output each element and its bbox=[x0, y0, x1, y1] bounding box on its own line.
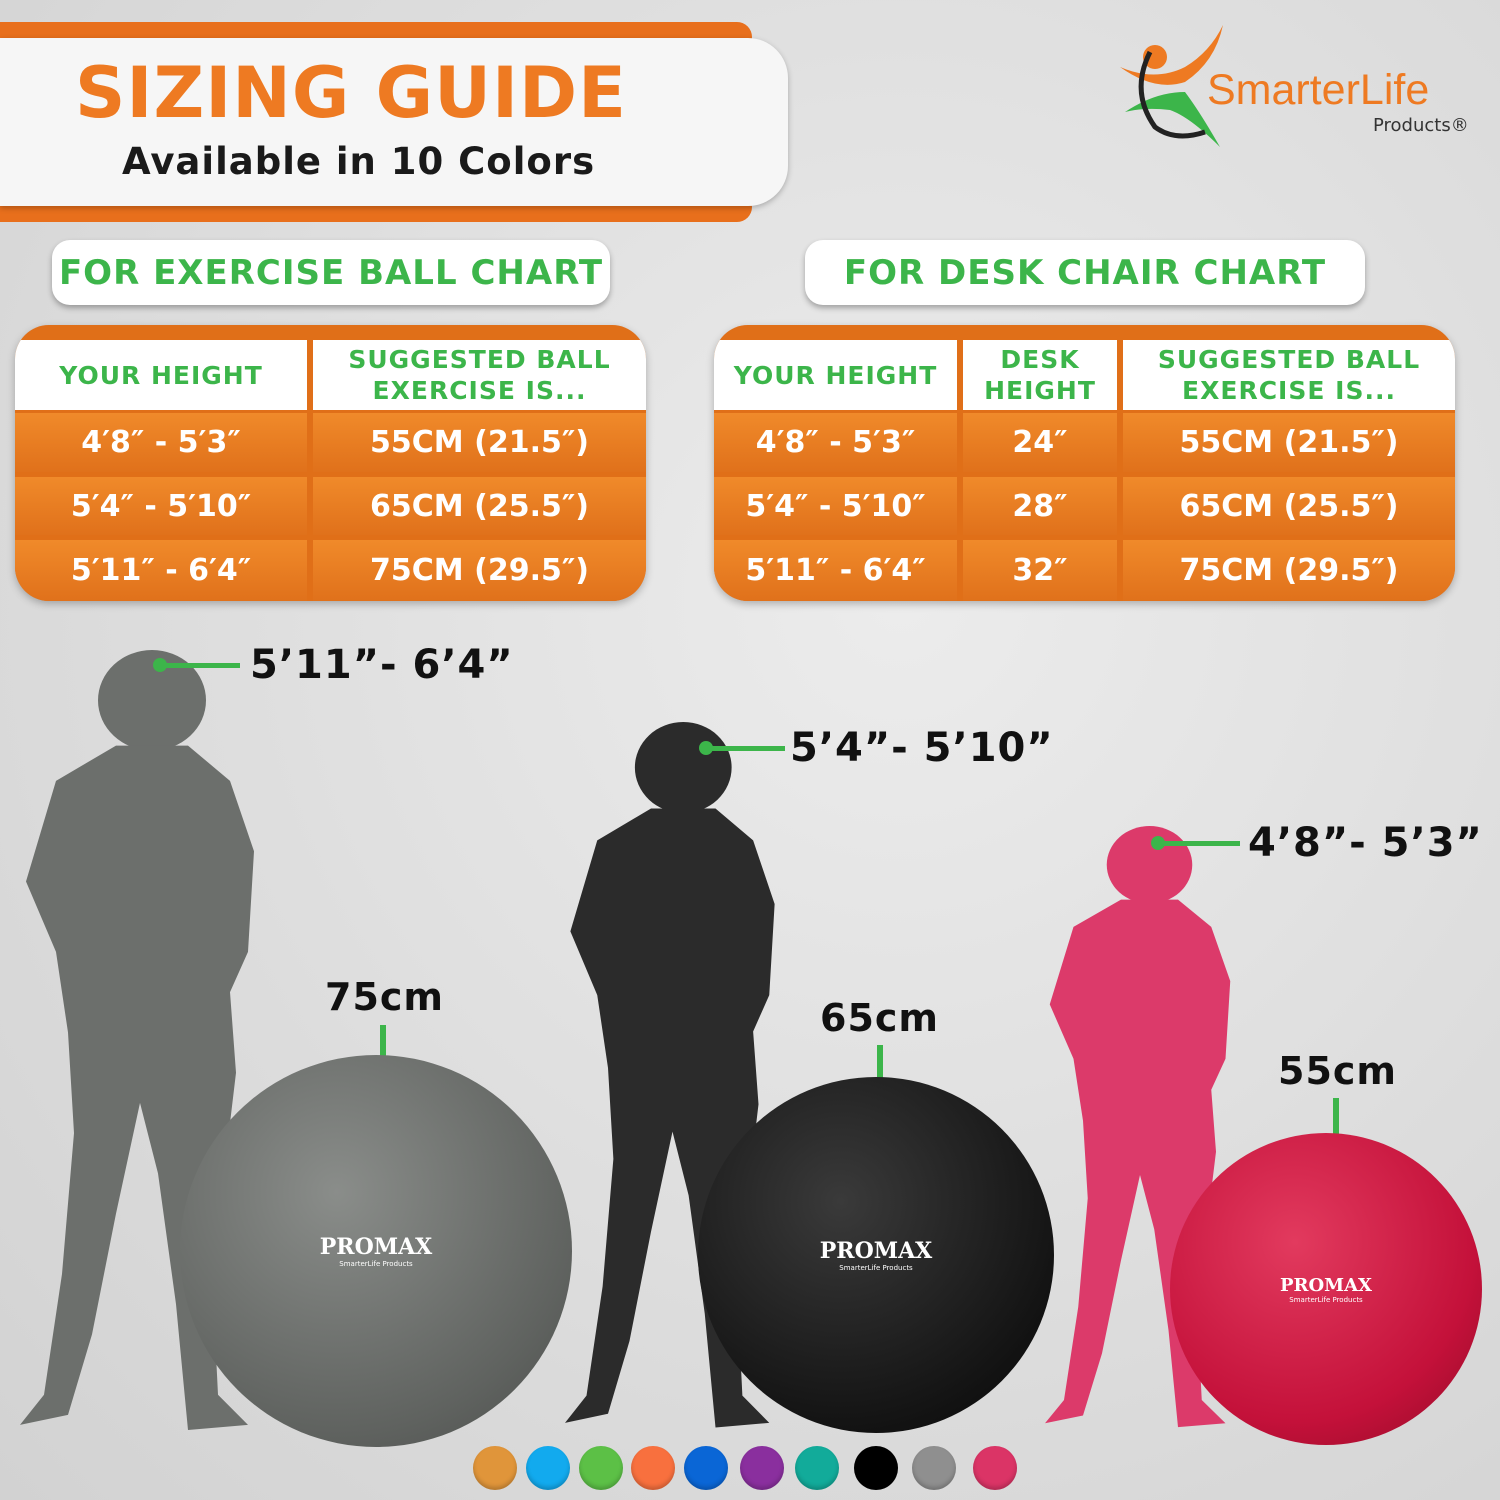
color-swatch-sky-blue[interactable] bbox=[526, 1446, 570, 1490]
column-header: SUGGESTED BALL EXERCISE IS... bbox=[313, 340, 646, 410]
height-marker-line bbox=[1158, 841, 1240, 846]
table-header: YOUR HEIGHT DESK HEIGHT SUGGESTED BALL E… bbox=[714, 340, 1455, 410]
ball-brand: PROMAX bbox=[1279, 1274, 1373, 1296]
page-subtitle: Available in 10 Colors bbox=[122, 140, 596, 183]
page-title: SIZING GUIDE bbox=[75, 52, 627, 134]
height-label-tall: 5’11”- 6’4” bbox=[250, 642, 514, 688]
ball-brand-sub: SmarterLife Products bbox=[1289, 1295, 1363, 1304]
ball-size-marker bbox=[1333, 1098, 1339, 1143]
desk-chair-table: YOUR HEIGHT DESK HEIGHT SUGGESTED BALL E… bbox=[714, 325, 1455, 601]
cell-ball: 75CM (29.5″) bbox=[1123, 540, 1455, 601]
column-header: YOUR HEIGHT bbox=[714, 340, 957, 410]
cell-height: 5′11″ - 6′4″ bbox=[15, 540, 307, 601]
column-header: SUGGESTED BALL EXERCISE IS... bbox=[1123, 340, 1455, 410]
exercise-chart-label: FOR EXERCISE BALL CHART bbox=[52, 240, 610, 305]
ball-size-label-75: 75cm bbox=[325, 975, 445, 1019]
color-swatch-gray[interactable] bbox=[912, 1446, 956, 1490]
cell-desk: 32″ bbox=[963, 540, 1117, 601]
ball-75cm: PROMAX SmarterLife Products bbox=[180, 1055, 572, 1447]
header-banner bbox=[0, 38, 788, 206]
ball-size-marker bbox=[380, 1025, 386, 1070]
height-label-short: 4’8”- 5’3” bbox=[1248, 820, 1483, 866]
height-label-medium: 5’4”- 5’10” bbox=[790, 725, 1054, 771]
ball-size-marker bbox=[877, 1045, 883, 1090]
logo-sub: Products® bbox=[1373, 115, 1469, 136]
table-row: 5′11″ - 6′4″ 32″ 75CM (29.5″) bbox=[714, 540, 1455, 601]
ball-brand: PROMAX bbox=[319, 1234, 433, 1260]
ball-55cm: PROMAX SmarterLife Products bbox=[1170, 1133, 1482, 1445]
cell-ball: 55CM (21.5″) bbox=[313, 413, 646, 472]
ball-65cm: PROMAX SmarterLife Products bbox=[698, 1077, 1054, 1433]
table-header: YOUR HEIGHT SUGGESTED BALL EXERCISE IS..… bbox=[15, 340, 646, 410]
cell-ball: 55CM (21.5″) bbox=[1123, 413, 1455, 472]
column-header: DESK HEIGHT bbox=[963, 340, 1117, 410]
height-marker-line bbox=[160, 663, 240, 668]
color-swatch-orange[interactable] bbox=[473, 1446, 517, 1490]
color-swatch-pink[interactable] bbox=[973, 1446, 1017, 1490]
cell-ball: 75CM (29.5″) bbox=[313, 540, 646, 601]
ball-size-label-55: 55cm bbox=[1278, 1049, 1398, 1093]
table-row: 4′8″ - 5′3″ 55CM (21.5″) bbox=[15, 413, 646, 472]
color-swatch-teal[interactable] bbox=[795, 1446, 839, 1490]
table-row: 4′8″ - 5′3″ 24″ 55CM (21.5″) bbox=[714, 413, 1455, 472]
table-row: 5′4″ - 5′10″ 28″ 65CM (25.5″) bbox=[714, 477, 1455, 535]
column-header: YOUR HEIGHT bbox=[15, 340, 307, 410]
cell-height: 5′4″ - 5′10″ bbox=[714, 477, 957, 535]
ball-brand-sub: SmarterLife Products bbox=[839, 1264, 913, 1272]
exercise-ball-table: YOUR HEIGHT SUGGESTED BALL EXERCISE IS..… bbox=[15, 325, 646, 601]
table-row: 5′4″ - 5′10″ 65CM (25.5″) bbox=[15, 477, 646, 535]
cell-ball: 65CM (25.5″) bbox=[1123, 477, 1455, 535]
ball-brand: PROMAX bbox=[819, 1238, 933, 1264]
color-swatch-coral[interactable] bbox=[631, 1446, 675, 1490]
cell-height: 5′4″ - 5′10″ bbox=[15, 477, 307, 535]
cell-height: 5′11″ - 6′4″ bbox=[714, 540, 957, 601]
logo-name: SmarterLife bbox=[1207, 66, 1430, 114]
cell-desk: 28″ bbox=[963, 477, 1117, 535]
brand-logo: SmarterLife Products® bbox=[1115, 22, 1469, 152]
color-swatch-black[interactable] bbox=[854, 1446, 898, 1490]
height-marker-line bbox=[705, 746, 785, 751]
ball-size-label-65: 65cm bbox=[820, 996, 940, 1040]
cell-height: 4′8″ - 5′3″ bbox=[15, 413, 307, 472]
cell-ball: 65CM (25.5″) bbox=[313, 477, 646, 535]
table-row: 5′11″ - 6′4″ 75CM (29.5″) bbox=[15, 540, 646, 601]
color-swatch-blue[interactable] bbox=[684, 1446, 728, 1490]
cell-height: 4′8″ - 5′3″ bbox=[714, 413, 957, 472]
cell-desk: 24″ bbox=[963, 413, 1117, 472]
ball-brand-sub: SmarterLife Products bbox=[339, 1260, 413, 1268]
desk-chart-label: FOR DESK CHAIR CHART bbox=[805, 240, 1365, 305]
runner-logo-icon bbox=[1120, 25, 1223, 147]
color-swatch-purple[interactable] bbox=[740, 1446, 784, 1490]
color-swatch-green[interactable] bbox=[579, 1446, 623, 1490]
